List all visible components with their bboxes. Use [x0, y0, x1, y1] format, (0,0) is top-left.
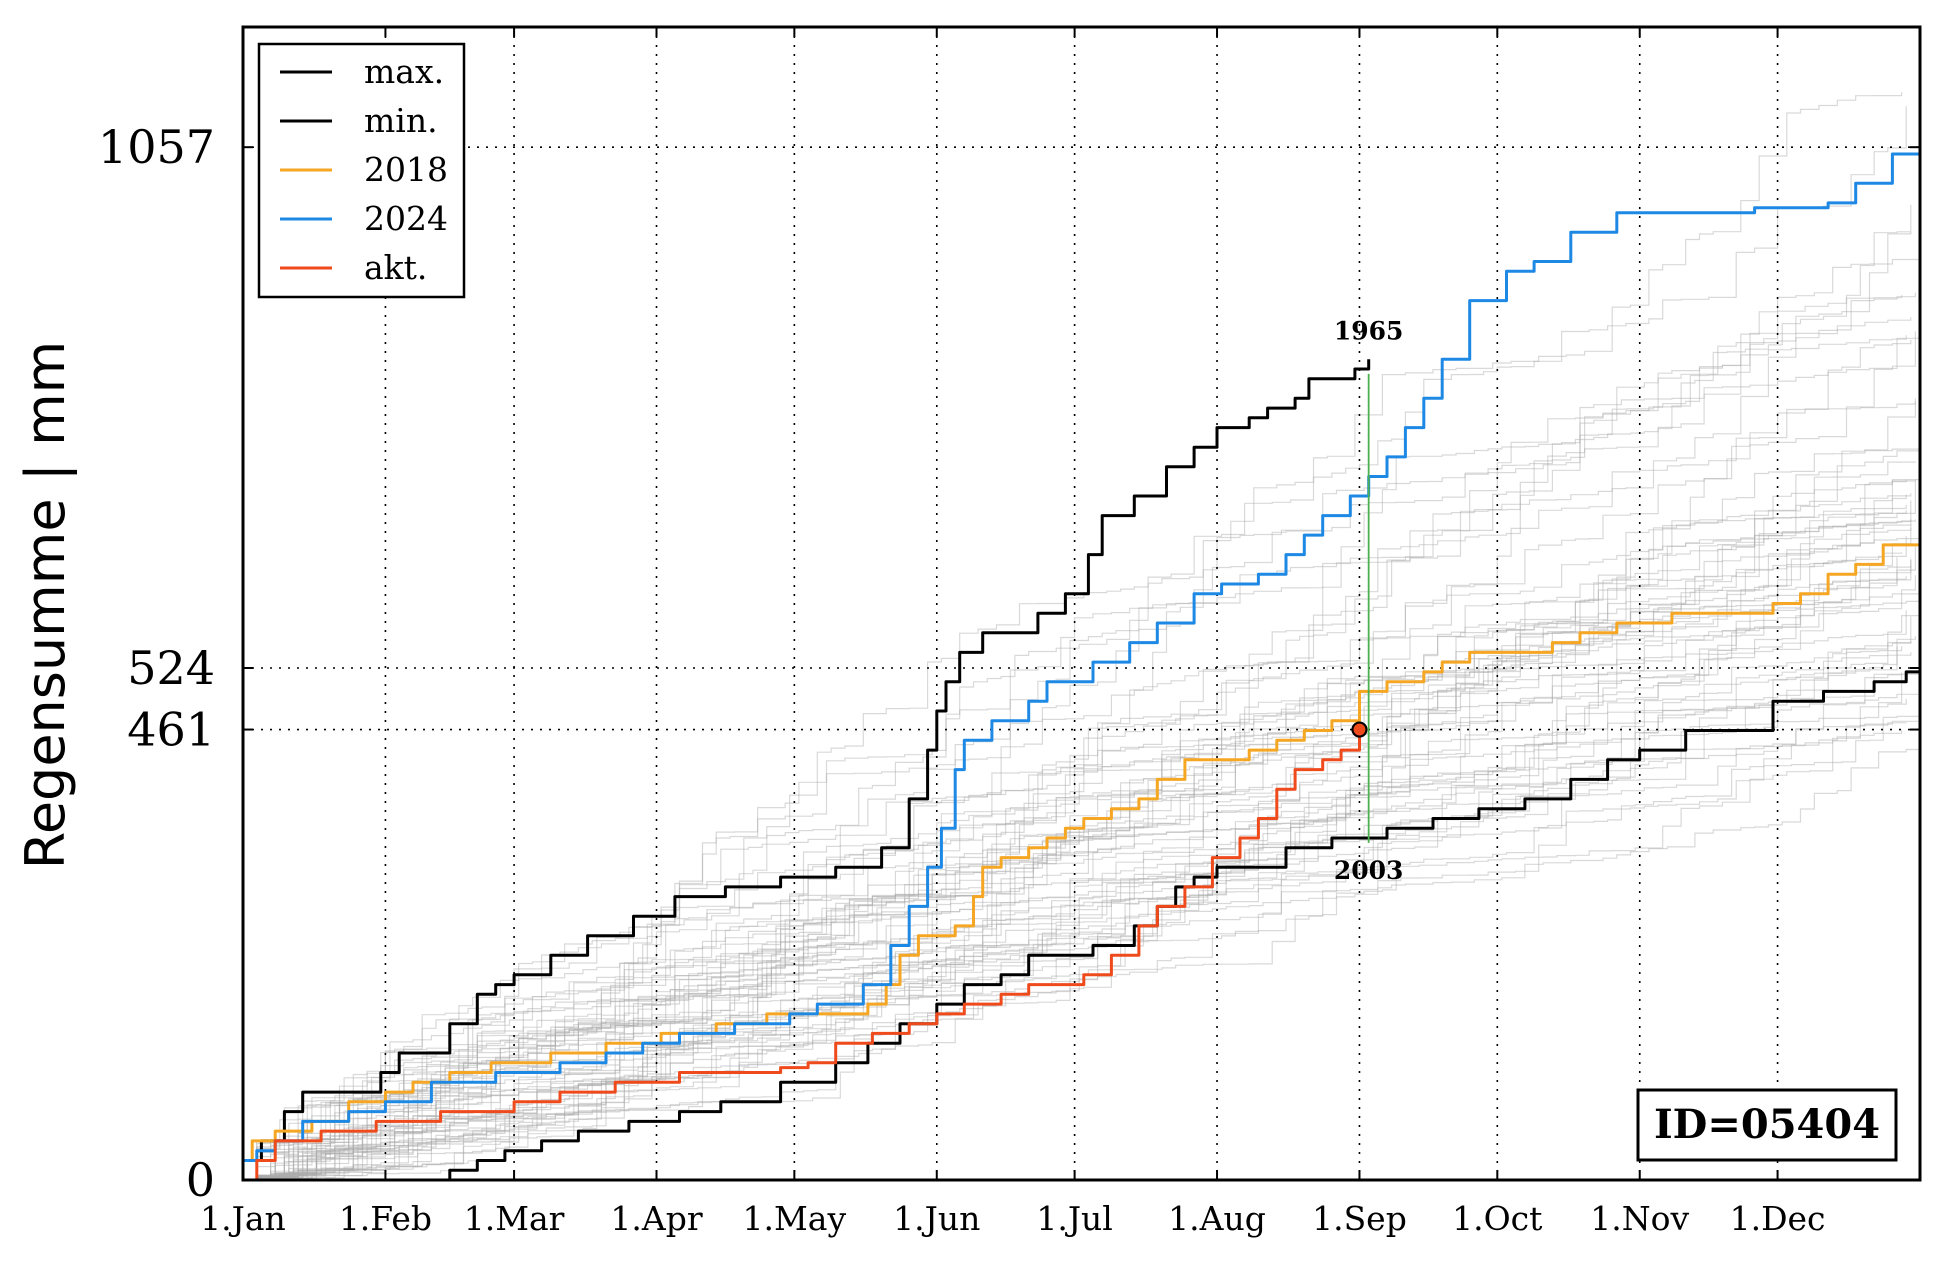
historical-year-line: [243, 641, 1912, 1181]
x-tick-label: 1.Feb: [339, 1199, 432, 1238]
historical-year-line: [243, 576, 1907, 1181]
historical-year-line: [243, 479, 1921, 1181]
x-tick-label: 1.Oct: [1452, 1199, 1542, 1238]
historical-year-line: [243, 232, 1912, 1181]
historical-year-line: [243, 398, 1916, 1181]
id-badge: ID=05404: [1636, 1088, 1898, 1162]
legend-label: akt.: [364, 248, 427, 287]
historical-year-line: [243, 565, 1912, 1181]
historical-year-line: [243, 204, 1912, 1181]
legend: max. min. 2018 2024 akt.: [257, 42, 466, 299]
plot-frame: [241, 25, 1922, 1182]
historical-year-line: [243, 524, 1912, 1181]
historical-year-line: [243, 339, 1912, 1181]
historical-year-line: [243, 445, 1921, 1181]
historical-year-line: [243, 718, 1921, 1181]
x-tick-label: 1.Aug: [1168, 1199, 1266, 1238]
y-tick-label: 524: [127, 641, 215, 695]
historical-year-line: [243, 494, 1907, 1181]
series-line-2024: [243, 147, 1922, 1162]
historical-year-line: [243, 505, 1907, 1181]
x-tick-label: 1.Nov: [1590, 1199, 1689, 1238]
x-tick-label: 1.Jan: [200, 1199, 286, 1238]
x-tick-label: 1.Jun: [893, 1199, 980, 1238]
historical-year-line: [243, 479, 1907, 1181]
series-line-min: [243, 667, 1922, 1182]
historical-year-line: [243, 510, 1907, 1181]
year-annotation: 1965: [1334, 317, 1404, 346]
x-tick-label: 1.May: [743, 1199, 847, 1238]
legend-label: min.: [364, 101, 438, 140]
series-line-max: [243, 359, 1371, 1162]
historical-year-line: [243, 527, 1912, 1181]
x-axis-ticks: 1.Jan 1.Feb 1.Mar 1.Apr 1.May 1.Jun 1.Jul 1.Aug…: [200, 27, 1826, 1238]
historical-year-line: [243, 652, 1912, 1181]
x-tick-label: 1.Dec: [1730, 1199, 1826, 1238]
historical-year-line: [243, 519, 1912, 1181]
historical-year-line: [243, 672, 1903, 1181]
historical-year-line: [243, 493, 1912, 1181]
historical-year-line: [243, 715, 1921, 1181]
historical-year-line: [243, 295, 1903, 1181]
x-tick-label: 1.Mar: [464, 1199, 565, 1238]
y-axis-ticks: 0 461 524 1057: [98, 120, 1920, 1207]
historical-year-line: [243, 646, 1898, 1181]
historical-year-line: [243, 480, 1916, 1181]
y-axis-label: Regensumme | mm: [14, 341, 77, 870]
historical-year-line: [243, 534, 1921, 1181]
y-tick-label: 461: [127, 703, 215, 757]
x-tick-label: 1.Jul: [1036, 1199, 1113, 1238]
legend-label: max.: [364, 52, 444, 91]
historical-year-line: [243, 461, 1916, 1181]
historical-year-line: [243, 560, 1912, 1181]
historical-year-line: [243, 558, 1921, 1181]
series-line-akt: [243, 729, 1361, 1182]
historical-year-line: [243, 673, 1903, 1181]
y-tick-label: 0: [186, 1153, 215, 1207]
id-badge-box: [1636, 1088, 1898, 1162]
legend-label: 2018: [364, 150, 448, 189]
current-value-point: [1351, 721, 1368, 738]
historical-year-line: [243, 335, 1907, 1181]
historical-year-line: [243, 610, 1907, 1181]
legend-label: 2024: [364, 199, 448, 238]
x-tick-label: 1.Sep: [1312, 1199, 1407, 1238]
series-lines: [243, 147, 1922, 1182]
historical-year-line: [243, 445, 1921, 1181]
historical-year-line: [243, 479, 1916, 1181]
historical-year-line: [243, 546, 1916, 1181]
y-tick-label: 1057: [98, 120, 215, 174]
series-line-2018: [243, 525, 1922, 1162]
x-tick-label: 1.Apr: [610, 1199, 702, 1238]
historical-year-line: [243, 691, 1921, 1181]
historical-year-line: [243, 575, 1916, 1181]
historical-year-line: [243, 292, 1916, 1181]
year-annotation: 2003: [1334, 856, 1404, 885]
historical-year-line: [243, 557, 1898, 1181]
historical-year-line: [243, 401, 1916, 1181]
historical-year-line: [243, 698, 1907, 1181]
id-badge-label: ID=05404: [1654, 1101, 1880, 1148]
historical-year-line: [243, 600, 1921, 1181]
historical-year-line: [243, 552, 1903, 1181]
historical-year-line: [243, 558, 1912, 1181]
historical-years-lines: [243, 92, 1921, 1181]
marks: 1965 2003: [1334, 317, 1404, 885]
historical-year-line: [243, 722, 1907, 1181]
historical-year-line: [243, 92, 1903, 1181]
historical-year-line: [243, 317, 1912, 1181]
historical-year-line: [243, 331, 1916, 1181]
historical-year-line: [243, 106, 1907, 1181]
